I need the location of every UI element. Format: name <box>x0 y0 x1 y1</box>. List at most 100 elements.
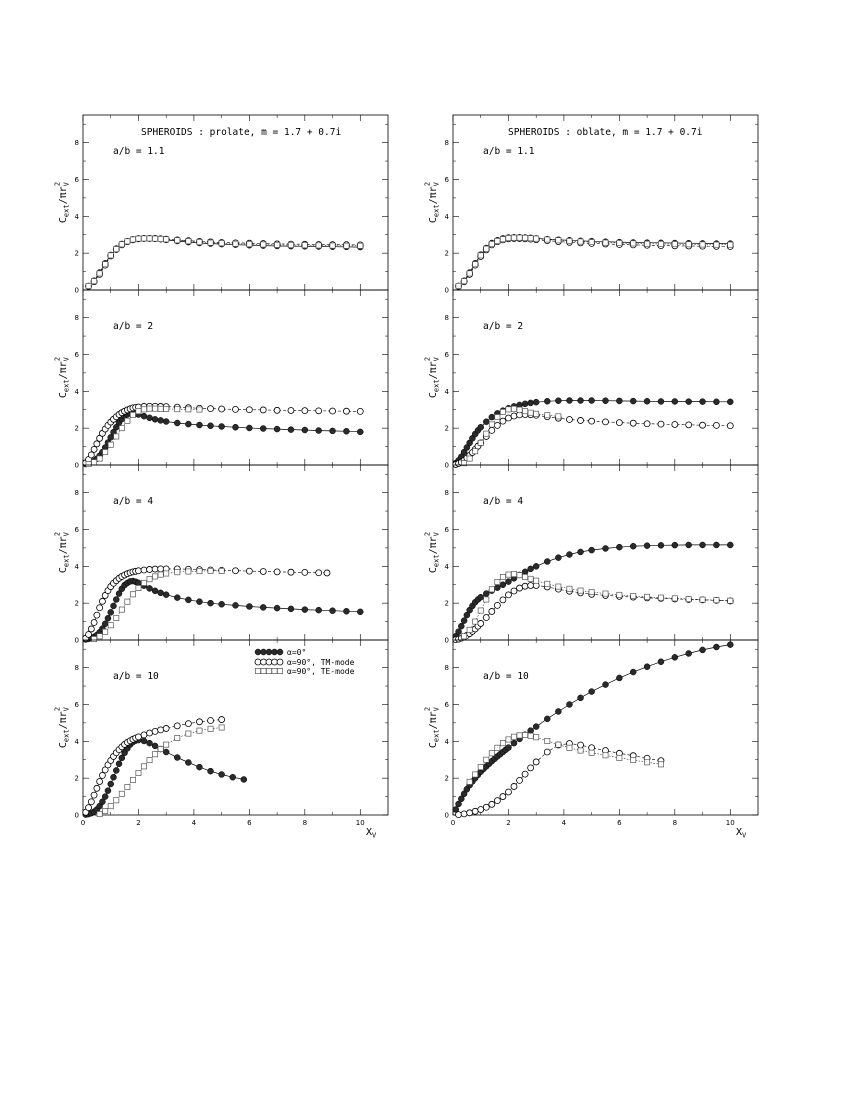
column-title-prolate: SPHEROIDS : prolate, m = 1.7 + 0.7i <box>141 127 341 138</box>
y-tick-label: 0 <box>75 637 79 645</box>
point-te-mode <box>488 586 495 593</box>
x-axis-label: XV <box>366 827 377 840</box>
point-alpha-0 <box>566 551 573 558</box>
point-alpha-0 <box>107 609 114 616</box>
point-tm-mode <box>488 426 496 434</box>
point-te-mode <box>644 759 651 766</box>
point-tm-mode <box>482 803 490 811</box>
point-te-mode <box>163 741 170 748</box>
x-tick-label: 8 <box>673 819 677 827</box>
point-tm-mode <box>218 405 226 413</box>
point-tm-mode <box>287 568 295 576</box>
point-alpha-0 <box>207 422 214 430</box>
point-alpha-0 <box>118 754 126 762</box>
point-alpha-0 <box>566 397 573 404</box>
point-alpha-0 <box>657 542 665 549</box>
point-alpha-0 <box>146 739 153 747</box>
x-tick-label: 6 <box>617 819 622 827</box>
point-te-mode <box>207 725 214 732</box>
y-tick-label: 4 <box>445 563 450 571</box>
y-tick-label: 6 <box>445 351 450 359</box>
point-te-mode <box>472 618 479 625</box>
point-tm-mode <box>577 741 584 749</box>
point-alpha-0 <box>521 400 529 408</box>
point-te-mode <box>483 430 490 437</box>
point-te-mode <box>163 406 170 412</box>
y-tick-label: 8 <box>75 139 79 147</box>
point-te-mode <box>511 733 517 740</box>
point-te-mode <box>616 591 623 598</box>
y-axis-label: Cext/πrV2 <box>54 531 71 573</box>
point-alpha-0 <box>629 668 637 676</box>
point-alpha-0 <box>544 715 551 723</box>
point-te-mode <box>107 441 114 448</box>
point-tm-mode <box>477 620 485 627</box>
y-tick-label: 0 <box>445 812 449 820</box>
point-alpha-0 <box>452 806 460 813</box>
point-te-mode <box>185 406 192 413</box>
point-te-mode <box>107 252 114 259</box>
point-alpha-0 <box>110 602 117 610</box>
point-tm-mode <box>516 411 523 419</box>
point-alpha-0 <box>207 599 214 607</box>
point-te-mode <box>522 408 529 415</box>
point-alpha-0 <box>140 737 148 745</box>
point-te-mode <box>102 628 109 635</box>
point-te-mode <box>505 235 512 242</box>
point-alpha-0 <box>643 542 651 549</box>
point-alpha-0 <box>532 398 540 406</box>
point-alpha-0 <box>357 428 364 436</box>
y-tick-label: 6 <box>75 351 80 359</box>
point-alpha-0 <box>727 398 734 406</box>
point-alpha-0 <box>477 423 484 431</box>
point-tm-mode <box>499 793 507 800</box>
point-te-mode <box>96 270 103 277</box>
point-tm-mode <box>135 567 142 575</box>
point-alpha-0 <box>499 581 507 588</box>
panel-frame <box>82 114 389 291</box>
point-tm-mode <box>510 783 518 790</box>
point-te-mode <box>207 239 214 246</box>
point-alpha-0 <box>699 541 706 549</box>
point-te-mode <box>455 282 462 289</box>
point-tm-mode <box>505 591 512 599</box>
point-alpha-0 <box>727 541 734 549</box>
point-te-mode <box>288 242 294 249</box>
point-tm-mode <box>173 722 181 730</box>
point-tm-mode <box>516 776 523 784</box>
point-te-mode <box>658 240 664 247</box>
point-tm-mode <box>615 419 623 427</box>
point-alpha-0 <box>685 541 692 549</box>
point-te-mode <box>174 237 181 244</box>
legend-marker-filled-circle <box>260 648 267 656</box>
point-alpha-0 <box>521 568 529 576</box>
point-te-mode <box>129 591 136 598</box>
point-alpha-0 <box>671 654 679 661</box>
point-alpha-0 <box>157 417 164 424</box>
point-te-mode <box>343 242 350 249</box>
point-te-mode <box>124 598 131 605</box>
point-alpha-0 <box>151 742 159 750</box>
point-te-mode <box>113 433 120 440</box>
point-alpha-0 <box>273 425 281 433</box>
point-alpha-0 <box>115 590 123 597</box>
point-te-mode <box>196 727 203 734</box>
point-alpha-0 <box>174 754 181 761</box>
y-tick-label: 0 <box>75 287 79 295</box>
point-alpha-0 <box>99 798 106 805</box>
point-tm-mode <box>259 568 267 575</box>
y-axis-label: Cext/πrV2 <box>54 356 71 398</box>
point-alpha-0 <box>259 425 267 432</box>
point-tm-mode <box>96 434 104 442</box>
point-tm-mode <box>315 569 323 577</box>
point-tm-mode <box>671 421 679 428</box>
legend-marker-open-square <box>277 668 283 674</box>
point-tm-mode <box>343 407 350 415</box>
point-alpha-0 <box>616 543 623 551</box>
y-tick-label: 4 <box>75 738 80 746</box>
point-te-mode <box>616 240 623 246</box>
point-alpha-0 <box>460 617 468 624</box>
point-te-mode <box>527 409 534 416</box>
point-te-mode <box>630 593 637 599</box>
point-alpha-0 <box>577 694 584 702</box>
